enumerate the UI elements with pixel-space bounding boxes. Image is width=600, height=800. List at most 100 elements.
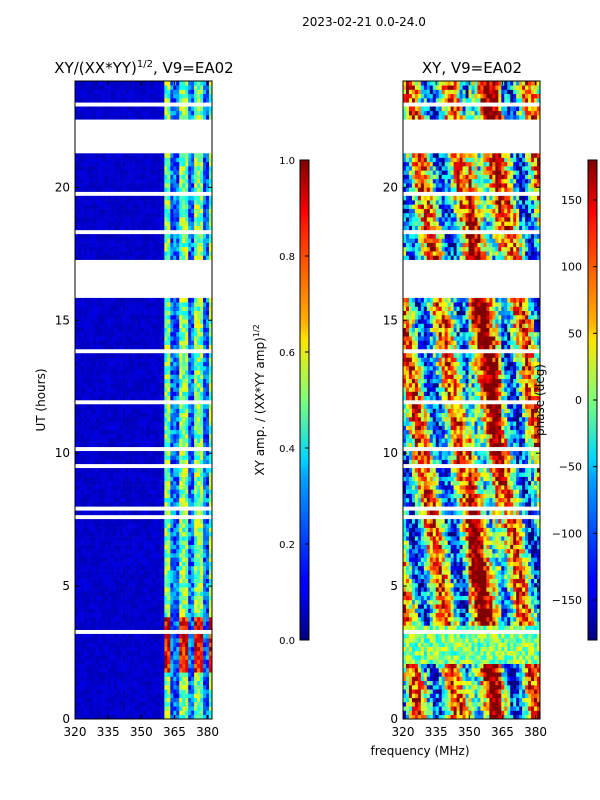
heatmap-cell bbox=[170, 361, 174, 367]
heatmap-cell bbox=[185, 404, 189, 409]
heatmap-cell bbox=[77, 612, 82, 618]
heatmap-cell bbox=[167, 489, 171, 494]
heatmap-cell bbox=[143, 374, 147, 380]
heatmap-cell bbox=[113, 421, 117, 426]
heatmap-cell bbox=[191, 378, 195, 384]
heatmap-cell bbox=[104, 302, 109, 307]
heatmap-cell bbox=[137, 297, 141, 303]
heatmap-cell bbox=[128, 582, 132, 588]
heatmap-cell bbox=[188, 476, 192, 482]
heatmap-cell bbox=[170, 676, 174, 682]
heatmap-cell bbox=[77, 387, 82, 392]
heatmap-cell bbox=[188, 468, 192, 473]
heatmap-cell bbox=[161, 412, 165, 418]
heatmap-cell bbox=[161, 306, 165, 311]
heatmap-cell bbox=[110, 251, 115, 256]
heatmap-cell bbox=[176, 642, 180, 647]
heatmap-cell bbox=[83, 638, 88, 643]
heatmap-cell bbox=[152, 204, 156, 209]
heatmap-cell bbox=[77, 319, 82, 324]
heatmap-cell bbox=[149, 480, 153, 486]
heatmap-cell bbox=[170, 459, 174, 465]
heatmap-cell bbox=[128, 663, 132, 669]
heatmap-cell bbox=[176, 365, 180, 371]
heatmap-cell bbox=[167, 710, 171, 716]
heatmap-cell bbox=[75, 540, 79, 545]
heatmap-cell bbox=[146, 217, 150, 222]
heatmap-cell bbox=[194, 255, 198, 260]
heatmap-cell bbox=[209, 438, 213, 443]
heatmap-cell bbox=[152, 200, 156, 205]
heatmap-cell bbox=[143, 200, 147, 205]
heatmap-cell bbox=[188, 412, 192, 418]
heatmap-cell bbox=[101, 391, 106, 397]
heatmap-cell bbox=[164, 310, 168, 316]
heatmap-cell bbox=[149, 493, 153, 499]
heatmap-cell bbox=[98, 391, 103, 397]
heatmap-cell bbox=[89, 195, 94, 201]
heatmap-cell bbox=[89, 565, 94, 571]
heatmap-cell bbox=[155, 655, 159, 660]
heatmap-cell bbox=[206, 544, 210, 550]
heatmap-cell bbox=[182, 667, 186, 673]
heatmap-cell bbox=[146, 187, 150, 192]
heatmap-cell bbox=[173, 425, 177, 431]
heatmap-cell bbox=[92, 642, 97, 647]
heatmap-cell bbox=[122, 489, 126, 494]
heatmap-cell bbox=[131, 480, 135, 486]
heatmap-cell bbox=[182, 306, 186, 311]
heatmap-cell bbox=[92, 395, 97, 401]
heatmap-cell bbox=[131, 323, 135, 328]
heatmap-cell bbox=[98, 421, 103, 426]
heatmap-cell bbox=[167, 616, 171, 622]
heatmap-cell bbox=[101, 344, 106, 350]
heatmap-cell bbox=[200, 200, 204, 205]
heatmap-cell bbox=[155, 565, 159, 571]
heatmap-cell bbox=[92, 701, 97, 707]
heatmap-cell bbox=[164, 510, 168, 516]
heatmap-cell bbox=[185, 561, 189, 567]
heatmap-cell bbox=[77, 710, 82, 716]
heatmap-cell bbox=[86, 476, 91, 482]
heatmap-cell bbox=[197, 667, 201, 673]
heatmap-cell bbox=[107, 246, 112, 252]
heatmap-cell bbox=[80, 251, 85, 256]
heatmap-cell bbox=[146, 582, 150, 588]
heatmap-cell bbox=[158, 476, 162, 482]
heatmap-cell bbox=[80, 655, 85, 660]
heatmap-cell bbox=[92, 638, 97, 643]
heatmap-cell bbox=[158, 489, 162, 494]
heatmap-cell bbox=[203, 650, 207, 656]
heatmap-cell bbox=[167, 667, 171, 673]
heatmap-cell bbox=[92, 582, 97, 588]
heatmap-cell bbox=[86, 587, 91, 592]
heatmap-cell bbox=[170, 706, 174, 711]
heatmap-cell bbox=[191, 510, 195, 516]
heatmap-cell bbox=[125, 306, 129, 311]
heatmap-cell bbox=[185, 310, 189, 316]
heatmap-cell bbox=[170, 548, 174, 554]
heatmap-cell bbox=[110, 595, 115, 601]
heatmap-cell bbox=[206, 663, 210, 669]
heatmap-cell bbox=[80, 489, 85, 494]
heatmap-cell bbox=[188, 323, 192, 328]
heatmap-cell bbox=[128, 587, 132, 592]
heatmap-cell bbox=[83, 676, 88, 682]
heatmap-cell bbox=[170, 714, 174, 720]
heatmap-cell bbox=[197, 642, 201, 647]
heatmap-cell bbox=[209, 531, 213, 537]
heatmap-cell bbox=[75, 587, 79, 592]
heatmap-cell bbox=[209, 553, 213, 558]
heatmap-cell bbox=[152, 561, 156, 567]
heatmap-cell bbox=[104, 676, 109, 682]
heatmap-cell bbox=[161, 701, 165, 707]
heatmap-cell bbox=[110, 178, 115, 184]
heatmap-cell bbox=[110, 553, 115, 558]
heatmap-cell bbox=[143, 523, 147, 528]
heatmap-cell bbox=[80, 706, 85, 711]
heatmap-cell bbox=[182, 548, 186, 554]
heatmap-cell bbox=[140, 553, 144, 558]
heatmap-cell bbox=[98, 638, 103, 643]
heatmap-cell bbox=[203, 336, 207, 341]
heatmap-cell bbox=[161, 616, 165, 622]
